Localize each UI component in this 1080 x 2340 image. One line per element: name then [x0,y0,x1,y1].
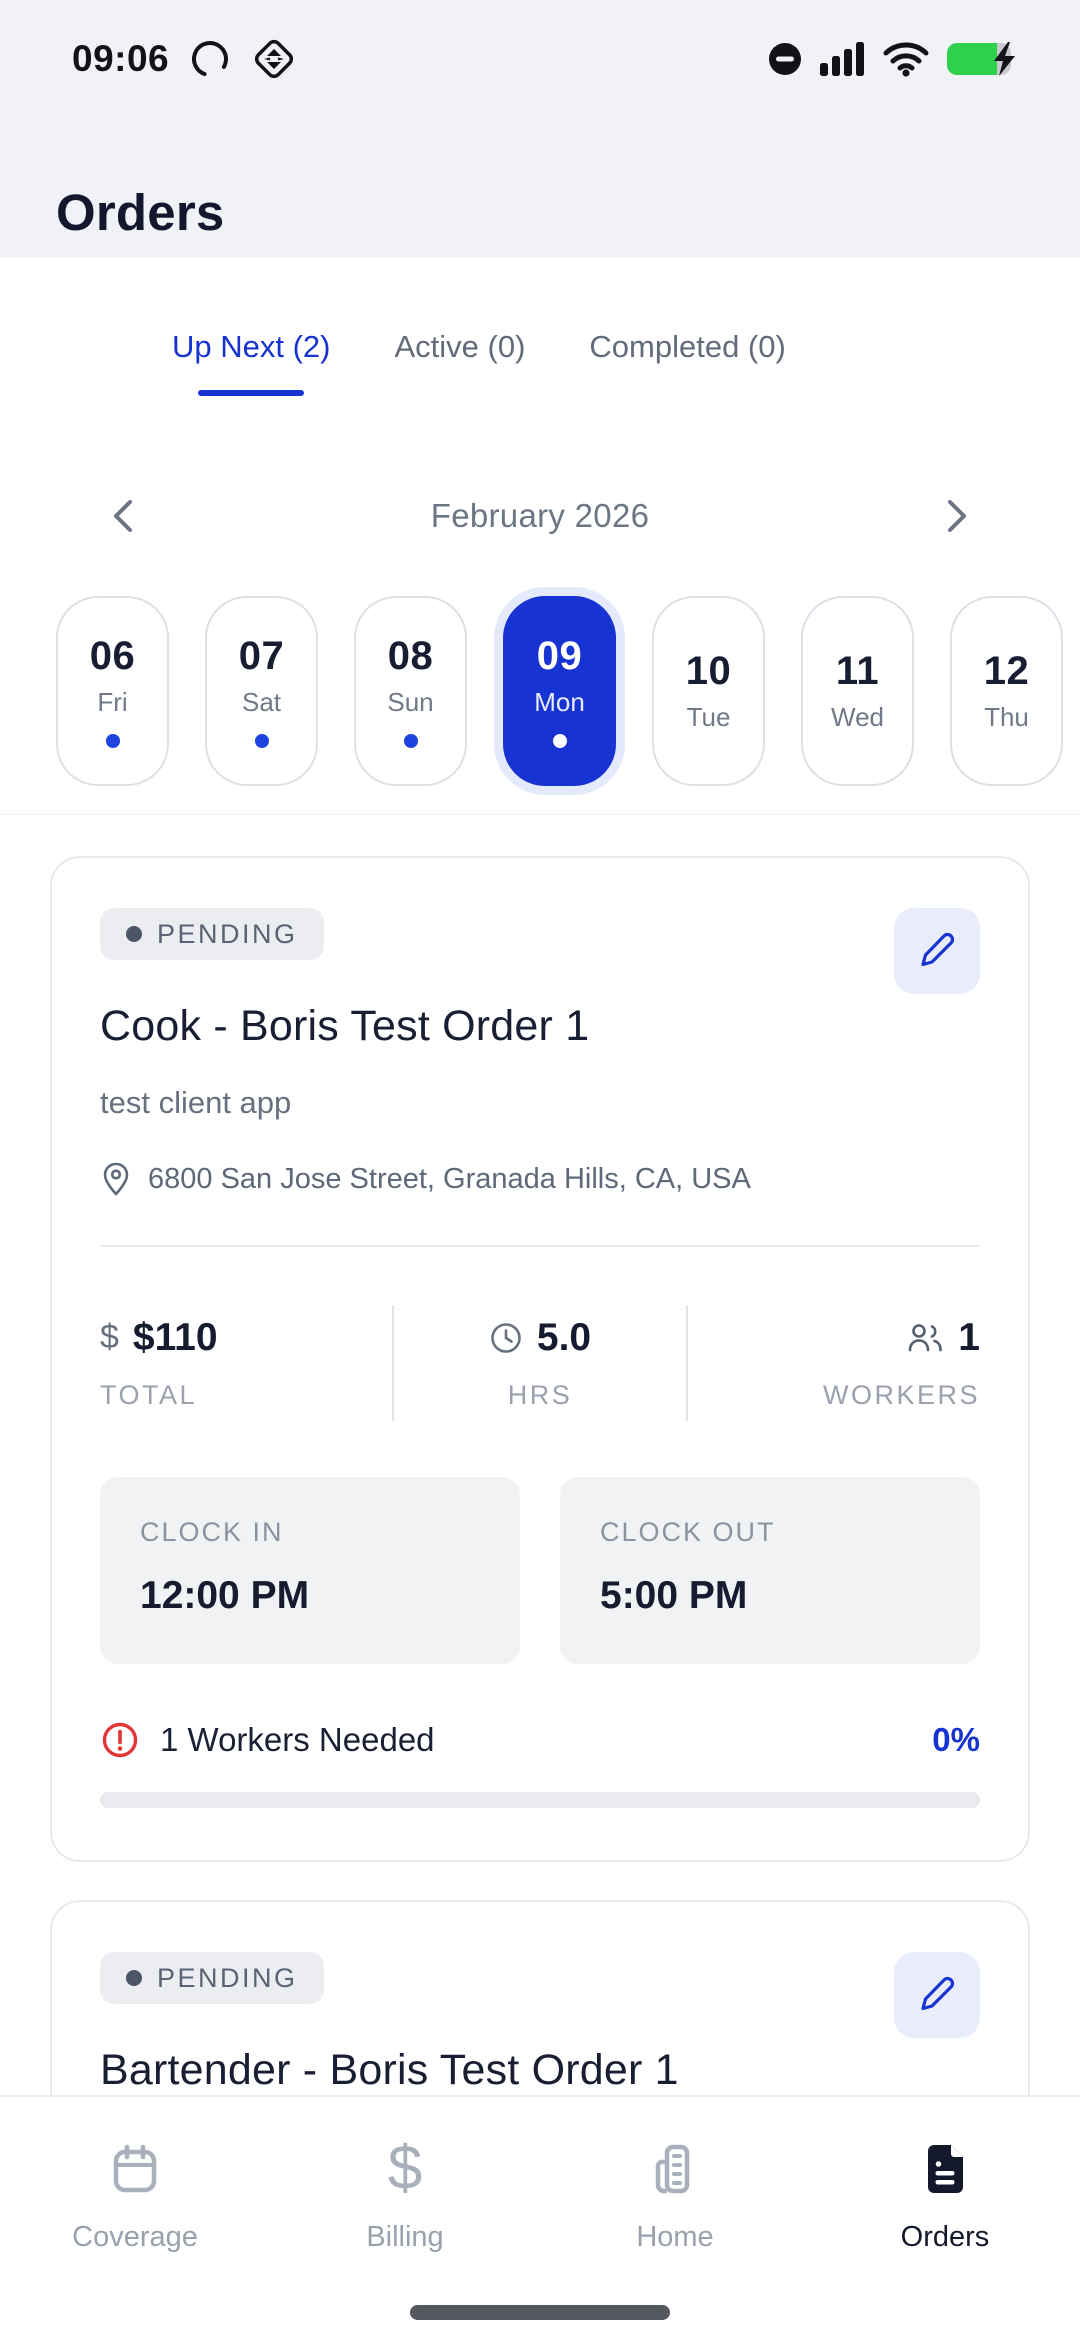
order-dot [105,734,120,748]
chevron-right-icon [940,494,974,538]
date-chip-11[interactable]: 11 Wed [801,596,914,786]
status-badge: PENDING [100,1952,324,2004]
wifi-icon [882,40,930,78]
status-bar: 09:06 [0,0,1080,100]
date-chip-08[interactable]: 08 Sun [354,596,467,786]
divider [100,1245,980,1247]
stat-divider [686,1305,688,1421]
location-pin-icon [100,1161,132,1197]
workers-needed-text: 1 Workers Needed [160,1721,435,1758]
active-tab-underline [198,390,305,396]
tab-up-next-label: Up Next (2) [172,329,331,364]
calendar-icon [106,2137,164,2201]
date-chip-09-selected[interactable]: 09 Mon [503,596,616,786]
order-client: test client app [100,1085,292,1120]
tab-active[interactable]: Active (0) [394,330,525,396]
alert-icon [100,1720,140,1760]
bottom-nav: Coverage $ Billing Home [0,2095,1080,2340]
building-icon [646,2137,704,2201]
clock-in-box: CLOCK IN 12:00 PM [100,1477,520,1664]
date-chip-06[interactable]: 06 Fri [56,596,169,786]
stat-hours: 5.0 HRS [394,1316,686,1411]
cellular-signal-icon [820,41,866,77]
diamond-ornament-icon [251,36,297,82]
edit-order-button[interactable] [894,908,980,994]
status-time: 09:06 [72,38,170,79]
order-stats: $ $110 TOTAL 5.0 [100,1305,980,1421]
loading-spinner-icon [189,38,231,80]
date-chip-12[interactable]: 12 Thu [950,596,1063,786]
tab-completed[interactable]: Completed (0) [589,330,785,396]
nav-item-coverage[interactable]: Coverage [0,2097,270,2340]
status-bar-left: 09:06 [72,36,297,82]
next-month-button[interactable] [932,486,982,546]
order-dot [403,734,418,748]
top-section: 09:06 [0,0,1080,258]
nav-item-orders[interactable]: Orders [810,2097,1080,2340]
order-card-cook: PENDING Cook - Boris Test Order 1 test c… [50,856,1030,1862]
order-title: Bartender - Boris Test Order 1 [100,2046,679,2094]
order-list: PENDING Cook - Boris Test Order 1 test c… [0,814,1080,2219]
order-dot [552,734,567,748]
month-navigator: February 2026 [0,484,1080,548]
date-chip-07[interactable]: 07 Sat [205,596,318,786]
dollar-icon: $ [387,2134,423,2203]
stat-divider [392,1305,394,1421]
stat-total: $ $110 TOTAL [100,1315,218,1410]
page-title: Orders [56,184,225,241]
workers-icon [906,1321,944,1355]
battery-icon [946,41,1022,77]
nav-item-billing[interactable]: $ Billing [366,2134,444,2254]
order-dot [254,734,269,748]
status-badge: PENDING [100,908,324,960]
fill-progress-bar [100,1792,980,1808]
order-address: 6800 San Jose Street, Granada Hills, CA,… [148,1162,751,1195]
month-label: February 2026 [430,497,650,534]
date-picker-row: 06 Fri 07 Sat 08 Sun 09 Mon 10 Tue 11 We… [0,548,1080,814]
do-not-disturb-icon [766,40,804,78]
edit-order-button[interactable] [894,1952,980,2038]
status-dot-icon [126,926,142,942]
fill-percent: 0% [932,1721,980,1758]
document-icon [916,2137,974,2201]
order-tabs: Up Next (2) Active (0) Completed (0) [172,258,1080,396]
clock-times-row: CLOCK IN 12:00 PM CLOCK OUT 5:00 PM [100,1477,980,1664]
chevron-left-icon [106,494,140,538]
stat-workers: 1 WORKERS [822,1315,980,1410]
prev-month-button[interactable] [98,486,148,546]
nav-item-home[interactable]: Home [540,2097,810,2340]
order-address-row: 6800 San Jose Street, Granada Hills, CA,… [100,1161,980,1197]
tab-active-label: Active (0) [394,329,526,364]
tab-up-next[interactable]: Up Next (2) [172,330,330,396]
workers-needed-row: 1 Workers Needed 0% [100,1720,980,1760]
clock-icon [489,1321,523,1355]
date-chip-10[interactable]: 10 Tue [652,596,765,786]
status-bar-right [766,40,1022,78]
clock-out-box: CLOCK OUT 5:00 PM [560,1477,980,1664]
order-title: Cook - Boris Test Order 1 [100,1002,590,1050]
pencil-icon [915,929,959,973]
home-indicator[interactable] [410,2305,670,2320]
tab-completed-label: Completed (0) [589,329,786,364]
dollar-icon: $ [100,1318,119,1356]
pencil-icon [915,1973,959,2017]
status-dot-icon [126,1970,142,1986]
